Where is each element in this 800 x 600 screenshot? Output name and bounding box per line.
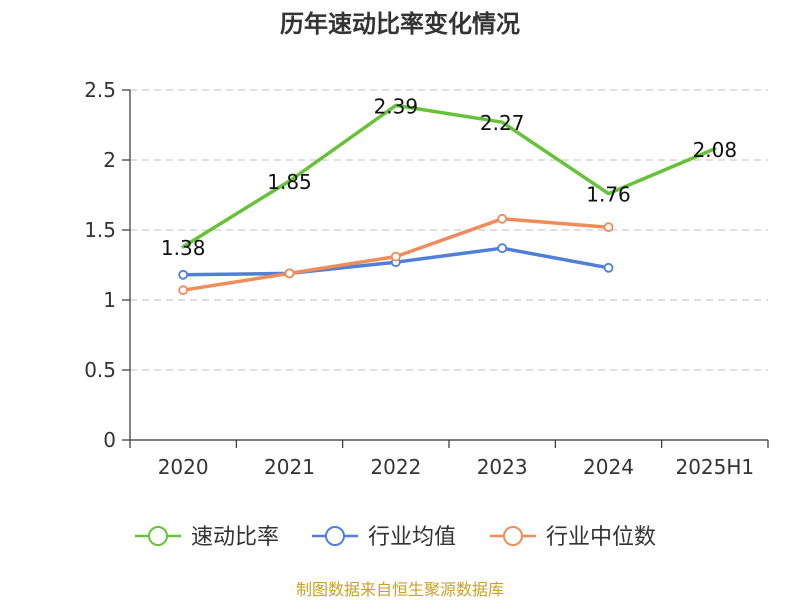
series-point [497,213,508,224]
y-tick-label: 1 [103,288,116,312]
x-tick-label: 2023 [477,455,528,479]
data-labels: 1.38 1.85 2.39 2.27 1.76 2.08 [161,94,737,259]
x-tick-label: 2022 [370,455,421,479]
series-point [284,268,295,279]
source-note: 制图数据来自恒生聚源数据库 [296,580,504,599]
legend-label: 行业中位数 [546,525,656,550]
y-tick-label: 0 [103,428,116,452]
series-line [181,103,717,249]
data-label: 2.08 [693,138,738,162]
x-tick-label: 2025H1 [675,455,754,479]
legend-item: 行业均值 [312,525,456,550]
data-label: 2.27 [480,111,525,135]
y-tick-label: 1.5 [84,218,116,242]
legend: 速动比率 行业均值 行业中位数 [135,525,656,550]
series-point [178,285,189,296]
data-label: 1.76 [586,183,631,207]
data-label: 2.39 [374,94,419,118]
grid-lines [130,89,768,371]
legend-item: 速动比率 [135,525,279,550]
legend-label: 行业均值 [368,525,456,550]
data-label: 1.85 [267,170,312,194]
y-tick-label: 0.5 [84,358,116,382]
x-tick-label: 2020 [158,455,209,479]
series-point [603,262,614,273]
y-tick-label: 2 [103,148,116,172]
x-tick-label: 2021 [264,455,315,479]
x-tick-label: 2024 [583,455,634,479]
series-point [603,222,614,233]
legend-label: 速动比率 [191,525,279,550]
series-point [390,251,401,262]
legend-marker [503,526,523,546]
series-layer [178,103,717,296]
legend-marker [148,526,168,546]
chart-title: 历年速动比率变化情况 [280,10,520,38]
legend-marker [325,526,345,546]
data-label: 1.38 [161,236,206,260]
y-tick-label: 2.5 [84,78,116,102]
axes: 0 0.5 1 1.5 2 2.5 2020 2021 2022 2023 2024 2025H1 [84,78,769,479]
series-point [178,269,189,280]
series-point [497,243,508,254]
legend-item: 行业中位数 [490,525,656,550]
